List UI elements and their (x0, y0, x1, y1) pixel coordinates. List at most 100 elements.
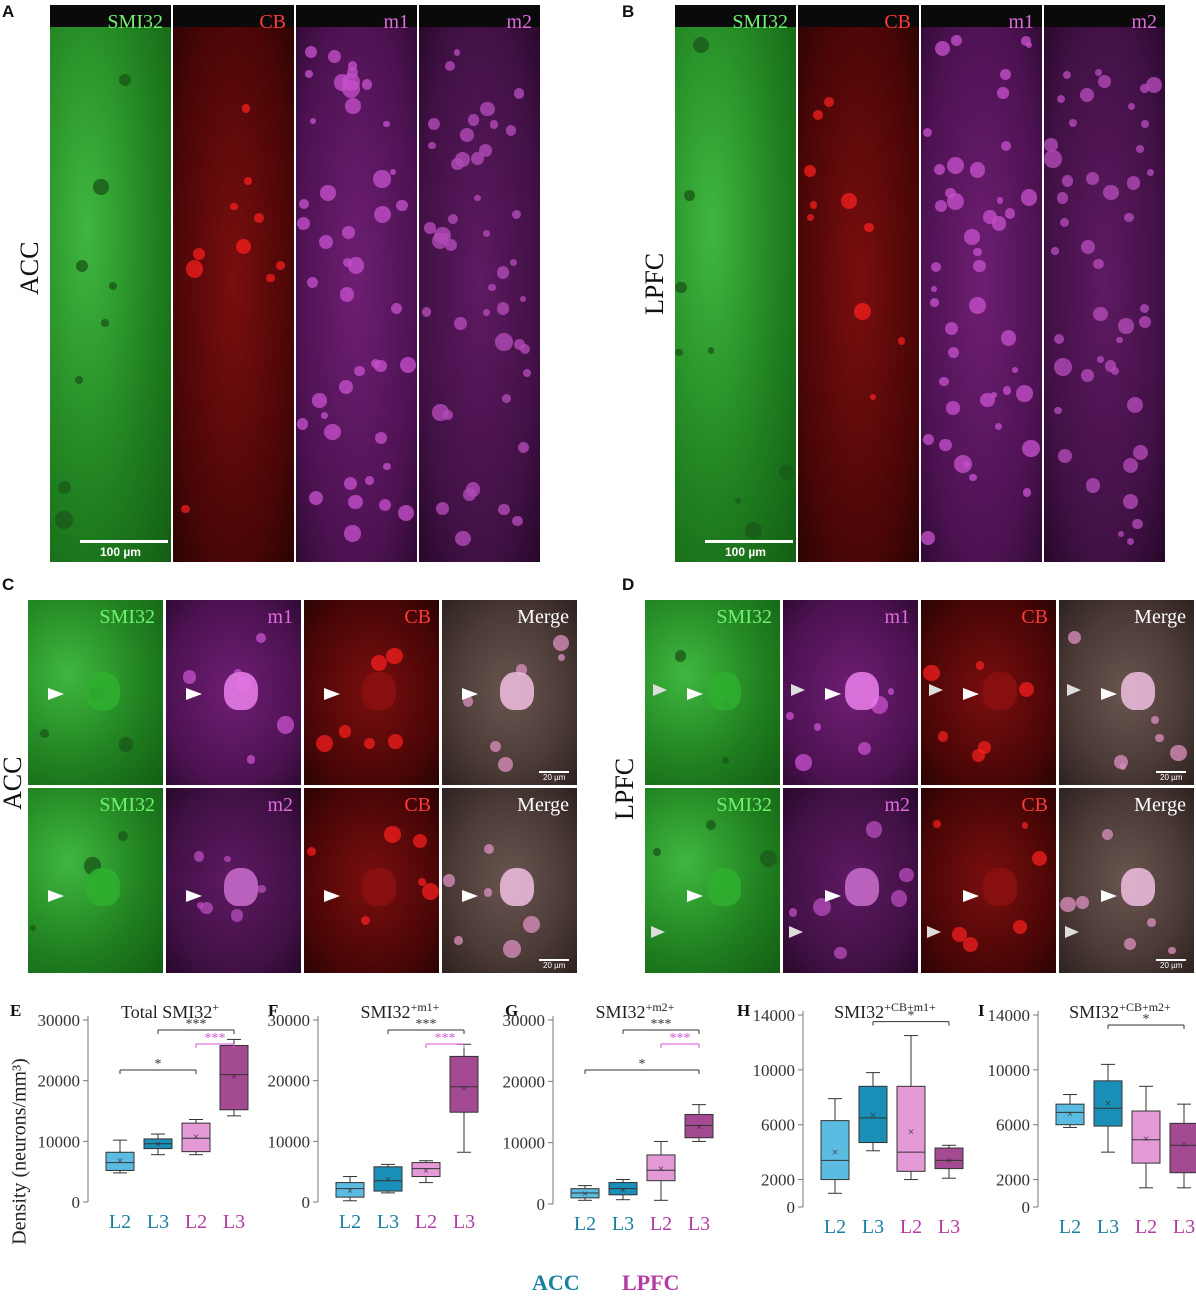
cell-body (488, 284, 496, 292)
arrowhead-filled (963, 688, 979, 700)
cell-body (1093, 306, 1108, 321)
tile-label: SMI32 (107, 11, 163, 33)
tile-d-row2-smi32: SMI32 (645, 788, 780, 973)
cell-body (973, 259, 986, 273)
cell-body (1126, 396, 1144, 414)
cell-body (1056, 94, 1066, 103)
cell-body (75, 259, 88, 272)
cell-body (230, 202, 239, 211)
cell-body (182, 670, 197, 684)
cell-body (339, 380, 354, 394)
cell-body (552, 634, 569, 651)
box (858, 1085, 888, 1144)
cell-body (296, 217, 310, 231)
y-tick-label: 10000 (988, 1061, 1031, 1080)
tile-d-row2-cb: CB (921, 788, 1056, 973)
cell-body (1056, 192, 1068, 204)
cell-body (276, 260, 286, 270)
cell-body (865, 820, 883, 838)
cell-body (1147, 918, 1156, 927)
category-label: L3 (147, 1211, 169, 1233)
cell-body (675, 349, 683, 357)
cell-body (304, 45, 318, 59)
arrowhead-hollow (1067, 684, 1081, 696)
cell-body (684, 189, 696, 201)
cell-body (432, 404, 449, 421)
cell-body (1118, 531, 1125, 538)
cell-body (453, 48, 461, 56)
cell-body (1053, 333, 1064, 344)
cell-body (853, 302, 872, 321)
sig-stars: *** (186, 1017, 207, 1032)
cell-body (813, 723, 822, 731)
y-tick-label: 0 (302, 1193, 311, 1212)
cell-body (930, 298, 940, 308)
cell-body (922, 433, 934, 445)
cell-body (1069, 119, 1078, 128)
box (181, 1122, 211, 1153)
box (1169, 1122, 1196, 1174)
arrowhead-hollow (927, 926, 941, 938)
cell-body (1018, 681, 1035, 698)
cell-body (39, 728, 49, 739)
cell-body (933, 820, 942, 829)
cell-body (454, 317, 468, 330)
cell-body (950, 35, 963, 47)
y-tick-label: 20000 (268, 1072, 311, 1091)
cell-body (813, 109, 824, 120)
pia-band (1044, 5, 1165, 27)
panel-letter-d: D (622, 575, 635, 594)
cell-body (1126, 537, 1135, 545)
tile-d-row1-cb: CB (921, 600, 1056, 785)
target-neuron (224, 672, 258, 710)
category-label: L2 (415, 1211, 437, 1233)
cell-body (421, 882, 439, 901)
target-neuron (983, 672, 1017, 710)
tile-label: Merge (1134, 606, 1186, 628)
region-label-acc-c: ACC (0, 756, 27, 810)
cell-body (1085, 478, 1101, 493)
box (684, 1113, 714, 1139)
cell-body (944, 321, 959, 336)
cell-body (795, 754, 812, 771)
cell-body (705, 819, 716, 830)
sig-stars: * (908, 1009, 915, 1024)
cell-body (345, 98, 361, 114)
cell-body (444, 60, 455, 72)
cell-body (193, 851, 205, 862)
mean-marker: × (193, 1129, 200, 1143)
cell-body (512, 209, 522, 219)
y-tick-label: 2000 (761, 1171, 795, 1190)
cell-body (1113, 755, 1128, 770)
cell-body (390, 169, 397, 176)
tile-a-cb: CB (173, 5, 294, 562)
tile-label: m1 (1008, 11, 1034, 33)
category-label: L2 (339, 1211, 361, 1233)
cell-body (923, 664, 940, 682)
cell-body (55, 511, 73, 529)
cell-body (1051, 247, 1059, 255)
cell-body (786, 712, 794, 720)
scale-bar (80, 540, 168, 543)
sig-stars: *** (205, 1031, 226, 1046)
cell-body (921, 531, 935, 545)
cell-body (276, 716, 295, 734)
cell-body (257, 884, 267, 894)
image-strip-b: SMI32 CB m1 m2 100 µm (675, 5, 1165, 562)
mean-marker: × (620, 1183, 627, 1197)
cell-body (1126, 176, 1141, 191)
image-grid-d: SMI32 m1 CB Merge 20 µm SMI32 m2 CB Merge 20 µm (645, 600, 1195, 973)
cell-body (1122, 494, 1138, 510)
cell-body (513, 88, 525, 99)
arrowhead-filled (963, 890, 979, 902)
category-label: L2 (1059, 1216, 1081, 1238)
arrowhead-hollow (789, 926, 803, 938)
cell-body (310, 118, 317, 125)
cell-body (196, 901, 205, 910)
cell-body (93, 179, 109, 195)
cell-body (952, 927, 967, 943)
cell-body (997, 197, 1004, 204)
category-label: L3 (453, 1211, 475, 1233)
y-tick-label: 10000 (38, 1132, 81, 1151)
sig-stars: * (1143, 1012, 1150, 1027)
